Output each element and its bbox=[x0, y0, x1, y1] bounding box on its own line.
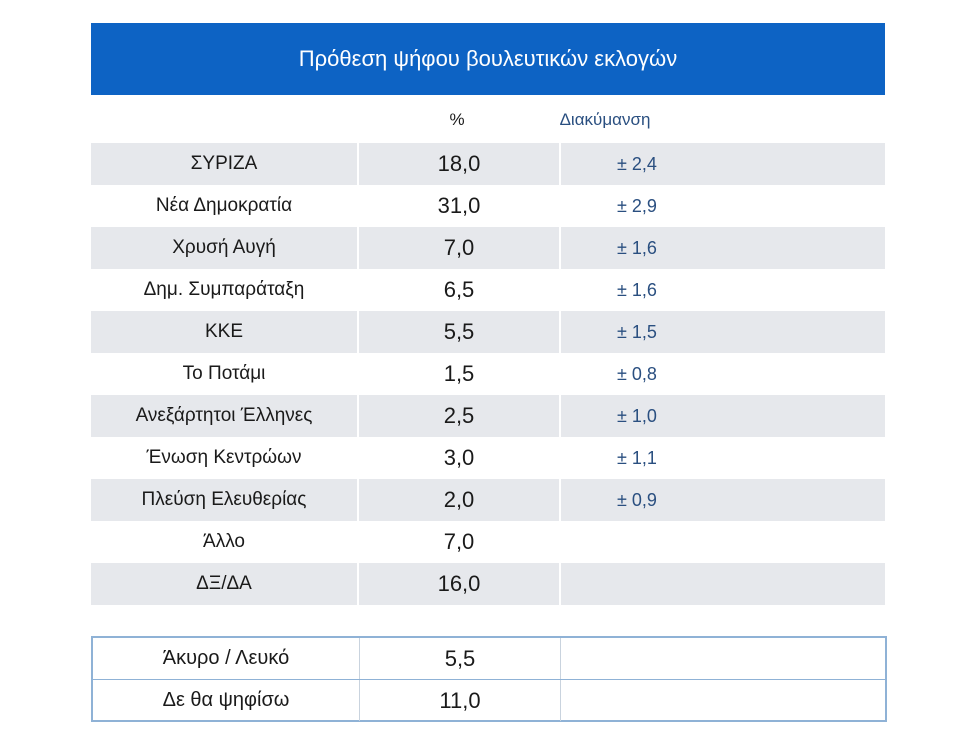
column-divider bbox=[357, 269, 359, 311]
column-divider bbox=[559, 311, 561, 353]
table-row: ΔΞ/ΔΑ 16,0 bbox=[91, 563, 885, 605]
column-divider bbox=[559, 563, 561, 605]
party-name: Το Ποτάμι bbox=[182, 363, 266, 384]
column-divider bbox=[559, 395, 561, 437]
margin-of-error: ± 2,4 bbox=[617, 153, 657, 174]
margin-of-error: ± 0,9 bbox=[617, 489, 657, 510]
column-divider bbox=[359, 638, 360, 679]
column-header-percent: % bbox=[449, 110, 465, 129]
table-row: Νέα Δημοκρατία 31,0 ± 2,9 bbox=[91, 185, 885, 227]
column-divider bbox=[560, 680, 561, 721]
column-divider bbox=[560, 638, 561, 679]
response-percent: 5,5 bbox=[444, 645, 476, 671]
table-row: ΚΚΕ 5,5 ± 1,5 bbox=[91, 311, 885, 353]
party-name: Ένωση Κεντρώων bbox=[146, 447, 302, 468]
margin-of-error: ± 1,6 bbox=[617, 237, 657, 258]
vote-percent: 6,5 bbox=[443, 277, 475, 302]
other-responses-box: Άκυρο / Λευκό 5,5 Δε θα ψηφίσω 11,0 bbox=[91, 636, 887, 722]
margin-of-error: ± 1,6 bbox=[617, 279, 657, 300]
vote-percent: 3,0 bbox=[443, 445, 475, 470]
results-table: ΣΥΡΙΖΑ 18,0 ± 2,4 Νέα Δημοκρατία 31,0 ± 2,9 Χρ… bbox=[91, 143, 885, 605]
column-divider bbox=[559, 269, 561, 311]
response-label: Δε θα ψηφίσω bbox=[162, 689, 290, 711]
table-row: Χρυσή Αυγή 7,0 ± 1,6 bbox=[91, 227, 885, 269]
vote-percent: 1,5 bbox=[443, 361, 475, 386]
column-divider bbox=[559, 185, 561, 227]
column-divider bbox=[357, 521, 359, 563]
table-row: Ανεξάρτητοι Έλληνες 2,5 ± 1,0 bbox=[91, 395, 885, 437]
vote-percent: 7,0 bbox=[443, 529, 475, 554]
column-divider bbox=[357, 395, 359, 437]
column-divider bbox=[357, 437, 359, 479]
response-percent: 11,0 bbox=[439, 687, 481, 713]
table-row: Άκυρο / Λευκό 5,5 bbox=[93, 638, 885, 680]
column-divider bbox=[559, 521, 561, 563]
vote-percent: 31,0 bbox=[437, 193, 481, 218]
party-name: Άλλο bbox=[203, 531, 245, 552]
column-divider bbox=[357, 479, 359, 521]
column-divider bbox=[359, 680, 360, 721]
column-divider bbox=[559, 437, 561, 479]
table-row: ΣΥΡΙΖΑ 18,0 ± 2,4 bbox=[91, 143, 885, 185]
column-divider bbox=[357, 227, 359, 269]
party-name: Πλεύση Ελευθερίας bbox=[141, 489, 307, 510]
margin-of-error: ± 0,8 bbox=[617, 363, 657, 384]
vote-percent: 16,0 bbox=[437, 571, 481, 596]
margin-of-error: ± 1,0 bbox=[617, 405, 657, 426]
column-divider bbox=[559, 143, 561, 185]
vote-percent: 5,5 bbox=[443, 319, 475, 344]
party-name: Δημ. Συμπαράταξη bbox=[143, 279, 305, 300]
vote-percent: 2,0 bbox=[443, 487, 475, 512]
table-row: Άλλο 7,0 bbox=[91, 521, 885, 563]
table-row: Το Ποτάμι 1,5 ± 0,8 bbox=[91, 353, 885, 395]
party-name: Χρυσή Αυγή bbox=[172, 237, 276, 258]
table-row: Δε θα ψηφίσω 11,0 bbox=[93, 680, 885, 721]
column-divider bbox=[559, 353, 561, 395]
table-row: Ένωση Κεντρώων 3,0 ± 1,1 bbox=[91, 437, 885, 479]
party-name: Ανεξάρτητοι Έλληνες bbox=[135, 405, 313, 426]
party-name: ΚΚΕ bbox=[204, 321, 244, 342]
chart-title: Πρόθεση ψήφου βουλευτικών εκλογών bbox=[91, 23, 885, 95]
response-label: Άκυρο / Λευκό bbox=[162, 647, 290, 669]
column-divider bbox=[357, 353, 359, 395]
column-divider bbox=[357, 311, 359, 353]
vote-percent: 2,5 bbox=[443, 403, 475, 428]
margin-of-error: ± 1,1 bbox=[617, 447, 657, 468]
column-divider bbox=[559, 479, 561, 521]
margin-of-error: ± 2,9 bbox=[617, 195, 657, 216]
column-divider bbox=[357, 185, 359, 227]
vote-percent: 18,0 bbox=[437, 151, 481, 176]
party-name: ΣΥΡΙΖΑ bbox=[190, 153, 258, 174]
column-divider bbox=[559, 227, 561, 269]
party-name: ΔΞ/ΔΑ bbox=[196, 573, 252, 594]
column-header-margin: Διακύμανση bbox=[559, 110, 651, 129]
party-name: Νέα Δημοκρατία bbox=[155, 195, 293, 216]
table-row: Δημ. Συμπαράταξη 6,5 ± 1,6 bbox=[91, 269, 885, 311]
vote-percent: 7,0 bbox=[443, 235, 475, 260]
column-divider bbox=[357, 143, 359, 185]
table-row: Πλεύση Ελευθερίας 2,0 ± 0,9 bbox=[91, 479, 885, 521]
margin-of-error: ± 1,5 bbox=[617, 321, 657, 342]
column-divider bbox=[357, 563, 359, 605]
